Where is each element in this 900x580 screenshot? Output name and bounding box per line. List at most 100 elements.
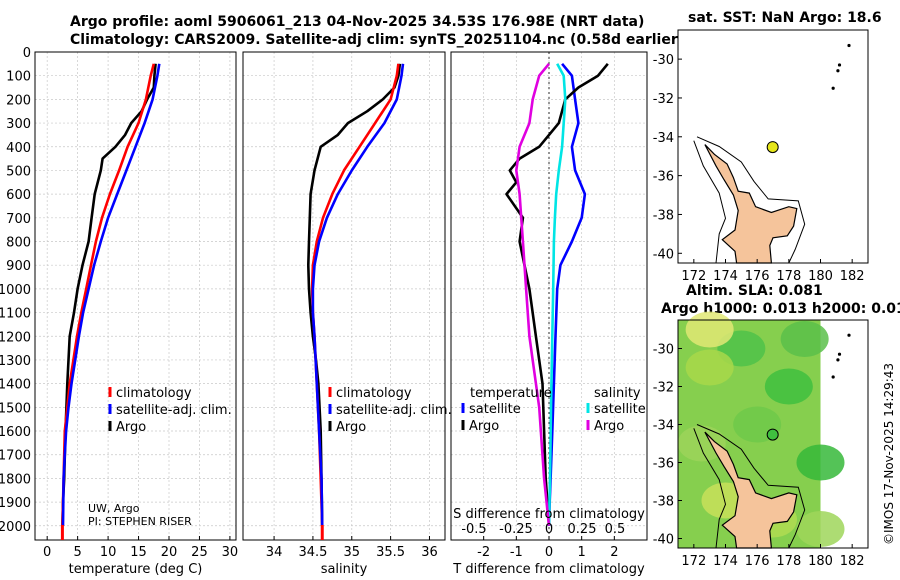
lon-tick-label: 176 bbox=[745, 554, 770, 569]
lat-tick-label: -40 bbox=[653, 247, 674, 262]
land-north-island bbox=[704, 431, 798, 549]
argo-height-title: Argo h1000: 0.013 h2000: 0.015 bbox=[661, 301, 900, 317]
figure-title-line1: Argo profile: aoml 5906061_213 04-Nov-20… bbox=[70, 14, 645, 30]
lat-tick-label: -34 bbox=[653, 419, 674, 434]
sla-patch bbox=[764, 368, 813, 405]
x-tick-label: 35 bbox=[343, 545, 360, 560]
secondary-tick-label: 0 bbox=[545, 522, 553, 537]
lat-tick-label: -34 bbox=[653, 131, 674, 146]
x-tick-label: 15 bbox=[130, 545, 147, 560]
plot-frame bbox=[242, 51, 446, 541]
secondary-tick-label: 0.25 bbox=[568, 522, 597, 537]
x-tick-label: 35.5 bbox=[376, 545, 405, 560]
x-tick-label: 20 bbox=[161, 545, 178, 560]
y-tick-label: 1100 bbox=[0, 307, 31, 322]
y-tick-label: 2000 bbox=[0, 520, 31, 535]
lon-tick-label: 172 bbox=[681, 269, 706, 284]
plot-frame bbox=[34, 51, 237, 541]
island-dot bbox=[837, 352, 842, 356]
island-dot bbox=[836, 358, 840, 362]
lat-tick-label: -36 bbox=[653, 457, 674, 472]
figure-title-line2: Climatology: CARS2009. Satellite-adj cli… bbox=[70, 32, 685, 48]
legend-label: climatology bbox=[336, 386, 412, 401]
y-tick-label: 500 bbox=[6, 164, 31, 179]
legend-label: Argo bbox=[469, 419, 499, 434]
y-tick-label: 1700 bbox=[0, 449, 31, 464]
lat-tick-label: -40 bbox=[653, 533, 674, 548]
x-tick-label: 5 bbox=[73, 545, 81, 560]
shelf-contour-west bbox=[693, 428, 727, 549]
sla-patch bbox=[685, 349, 734, 386]
legend-label: Argo bbox=[336, 420, 366, 435]
secondary-tick-label: -0.25 bbox=[499, 522, 533, 537]
argo-position-marker bbox=[766, 428, 779, 441]
island-dot bbox=[836, 69, 840, 73]
lat-tick-label: -36 bbox=[653, 170, 674, 185]
legend-label: Argo bbox=[594, 419, 624, 434]
lon-tick-label: 174 bbox=[713, 554, 738, 569]
legend-label: satellite-adj. clim. bbox=[116, 403, 232, 418]
lat-tick-label: -32 bbox=[653, 92, 674, 107]
x-tick-label: 25 bbox=[191, 545, 208, 560]
lon-tick-label: 180 bbox=[808, 269, 833, 284]
legend-label: climatology bbox=[116, 386, 192, 401]
island-dot bbox=[831, 375, 835, 379]
x-tick-label: -1 bbox=[510, 545, 523, 560]
series-line-satellite-adj-clim- bbox=[311, 63, 405, 526]
credit-line2: PI: STEPHEN RISER bbox=[88, 515, 192, 528]
lon-tick-label: 178 bbox=[776, 269, 801, 284]
y-tick-label: 1600 bbox=[0, 425, 31, 440]
lon-tick-label: 182 bbox=[840, 269, 865, 284]
legend-title-temperature: temperature bbox=[470, 386, 552, 401]
y-tick-label: 600 bbox=[6, 188, 31, 203]
x-tick-label: 34 bbox=[266, 545, 283, 560]
legend-label: satellite-adj. clim. bbox=[336, 403, 452, 418]
credit-line1: UW, Argo bbox=[88, 502, 140, 515]
y-tick-label: 0 bbox=[23, 46, 31, 61]
legend-title-salinity: salinity bbox=[594, 386, 641, 401]
x-tick-label: 1 bbox=[578, 545, 586, 560]
sla-patch bbox=[796, 511, 845, 547]
x-axis-label: salinity bbox=[321, 562, 368, 577]
x-axis-label: temperature (deg C) bbox=[69, 562, 203, 577]
series-line-climatology bbox=[310, 63, 400, 526]
map-frame bbox=[677, 29, 869, 264]
y-tick-label: 1500 bbox=[0, 401, 31, 416]
lat-tick-label: -32 bbox=[653, 381, 674, 396]
x-tick-label: 30 bbox=[222, 545, 239, 560]
legend-label: Argo bbox=[116, 420, 146, 435]
imos-timestamp: ©IMOS 17-Nov-2025 14:29:43 bbox=[882, 363, 896, 545]
y-tick-label: 700 bbox=[6, 212, 31, 227]
x-tick-label: 36 bbox=[421, 545, 438, 560]
secondary-tick-label: 0.5 bbox=[605, 522, 626, 537]
y-tick-label: 200 bbox=[6, 93, 31, 108]
sla-map-title: Altim. SLA: 0.081 bbox=[686, 283, 823, 299]
sla-patch bbox=[685, 311, 734, 348]
legend-label: satellite bbox=[594, 402, 646, 417]
lat-tick-label: -38 bbox=[653, 495, 674, 510]
y-tick-label: 1000 bbox=[0, 283, 31, 298]
x-tick-label: 0 bbox=[545, 545, 553, 560]
secondary-axis-label: S difference from climatology bbox=[453, 507, 645, 522]
map-frame bbox=[677, 319, 869, 549]
sla-patch bbox=[780, 321, 829, 357]
y-tick-label: 1900 bbox=[0, 496, 31, 511]
shelf-contour bbox=[696, 424, 806, 549]
series-line-argo bbox=[306, 63, 402, 526]
y-tick-label: 800 bbox=[6, 236, 31, 251]
x-tick-label: 34.5 bbox=[298, 545, 327, 560]
y-tick-label: 1300 bbox=[0, 354, 31, 369]
island-dot bbox=[847, 333, 851, 337]
y-tick-label: 300 bbox=[6, 117, 31, 132]
y-tick-label: 1400 bbox=[0, 378, 31, 393]
sla-patch bbox=[796, 444, 845, 481]
y-tick-label: 400 bbox=[6, 141, 31, 156]
sst-map-title: sat. SST: NaN Argo: 18.6 bbox=[688, 10, 882, 26]
lat-tick-label: -30 bbox=[653, 343, 674, 358]
sla-patch bbox=[677, 425, 726, 462]
land-north-island bbox=[704, 144, 798, 264]
y-tick-label: 1200 bbox=[0, 330, 31, 345]
shelf-contour-west bbox=[693, 140, 727, 264]
y-tick-label: 100 bbox=[6, 70, 31, 85]
